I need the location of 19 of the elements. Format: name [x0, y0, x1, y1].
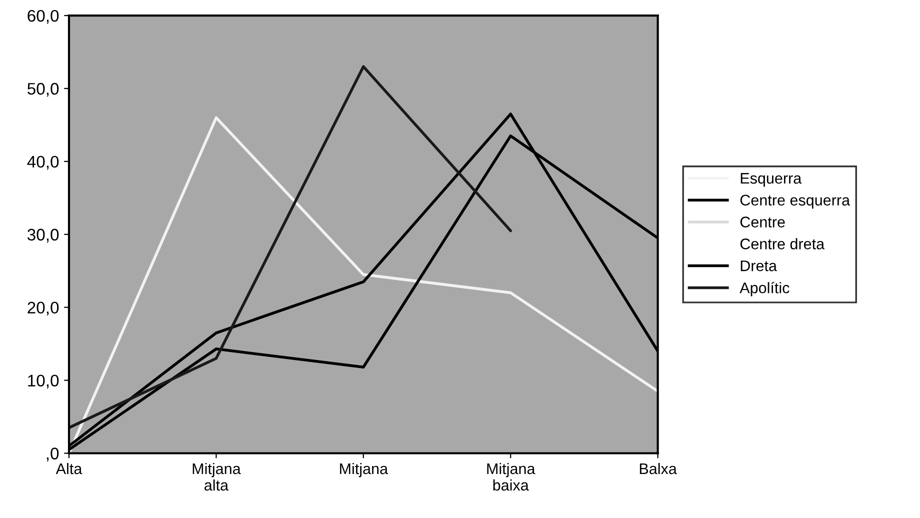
x-tick-label: Mitjana baixa [487, 462, 536, 491]
legend-label: Dreta [740, 260, 777, 272]
legend-label: Esquerra [740, 173, 802, 187]
y-tick-label: ,0 [46, 448, 59, 462]
x-tick-label: Balxa [640, 462, 677, 474]
x-tick-label: Mitjana [340, 462, 388, 478]
legend-label: Centre esquerra [740, 194, 850, 209]
y-tick-label: 30,0 [27, 228, 59, 243]
x-tick-label: Alta [56, 462, 82, 474]
y-tick-label: 50,0 [28, 82, 59, 97]
legend-label: Centre [740, 216, 785, 228]
y-tick-label: 40,0 [27, 156, 59, 170]
y-tick-label: 20,0 [28, 302, 59, 316]
y-tick-label: 10,0 [28, 374, 59, 388]
legend-label: Apolític [740, 282, 790, 296]
text: Centre dreta [740, 238, 825, 250]
x-tick-label: Mitjana alta [192, 462, 241, 491]
y-tick-label: 60,0 [28, 10, 59, 24]
line-series [69, 65, 512, 430]
